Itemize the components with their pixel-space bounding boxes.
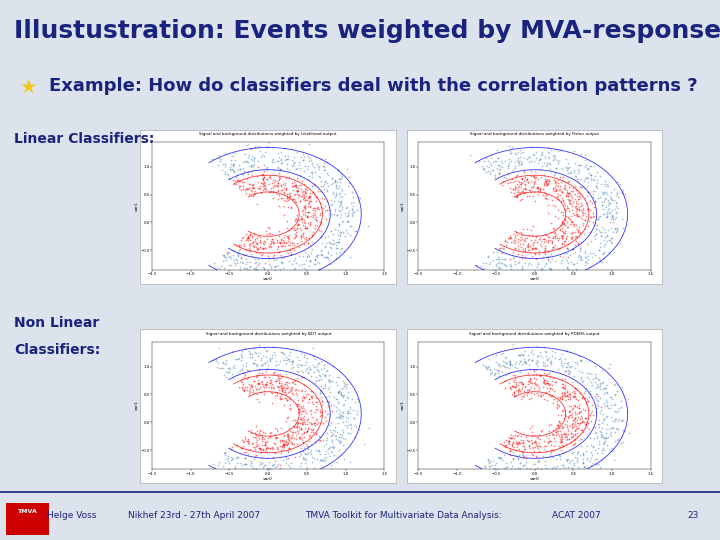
FancyBboxPatch shape xyxy=(140,130,396,284)
Text: Signal and background distributions weighted by BDT output: Signal and background distributions weig… xyxy=(205,332,331,335)
Text: Linear Classifiers:: Linear Classifiers: xyxy=(14,132,155,146)
Text: Non Linear: Non Linear xyxy=(14,316,99,330)
Text: Nikhef 23rd - 27th April 2007: Nikhef 23rd - 27th April 2007 xyxy=(128,511,261,520)
FancyBboxPatch shape xyxy=(407,329,662,483)
FancyBboxPatch shape xyxy=(140,329,396,483)
FancyBboxPatch shape xyxy=(407,130,662,284)
Text: ACAT 2007: ACAT 2007 xyxy=(552,511,600,520)
Text: Illustustration: Events weighted by MVA-response:: Illustustration: Events weighted by MVA-… xyxy=(14,19,720,43)
Text: Fisher: Fisher xyxy=(522,152,551,161)
Text: Classifiers:: Classifiers: xyxy=(14,343,101,357)
Text: TMVA Toolkit for Multivariate Data Analysis:: TMVA Toolkit for Multivariate Data Analy… xyxy=(305,511,502,520)
FancyBboxPatch shape xyxy=(6,503,49,535)
Text: ★: ★ xyxy=(20,78,37,97)
Text: TMVA: TMVA xyxy=(17,509,37,514)
Text: Example: How do classifiers deal with the correlation patterns ?: Example: How do classifiers deal with th… xyxy=(49,77,698,94)
Text: Signal and background distributions weighted by Likelihood output: Signal and background distributions weig… xyxy=(199,132,337,136)
Text: 23: 23 xyxy=(687,511,698,520)
Text: Decision Trees: Decision Trees xyxy=(235,387,305,396)
Text: PDERS: PDERS xyxy=(520,387,553,396)
Text: decorrelated
Likelihood: decorrelated Likelihood xyxy=(239,186,301,208)
Text: Signal and background distributions weighted by Fisher output: Signal and background distributions weig… xyxy=(470,132,599,136)
Text: Helge Voss: Helge Voss xyxy=(48,511,96,520)
Text: Signal and background distributions weighted by PDERS output: Signal and background distributions weig… xyxy=(469,332,600,335)
